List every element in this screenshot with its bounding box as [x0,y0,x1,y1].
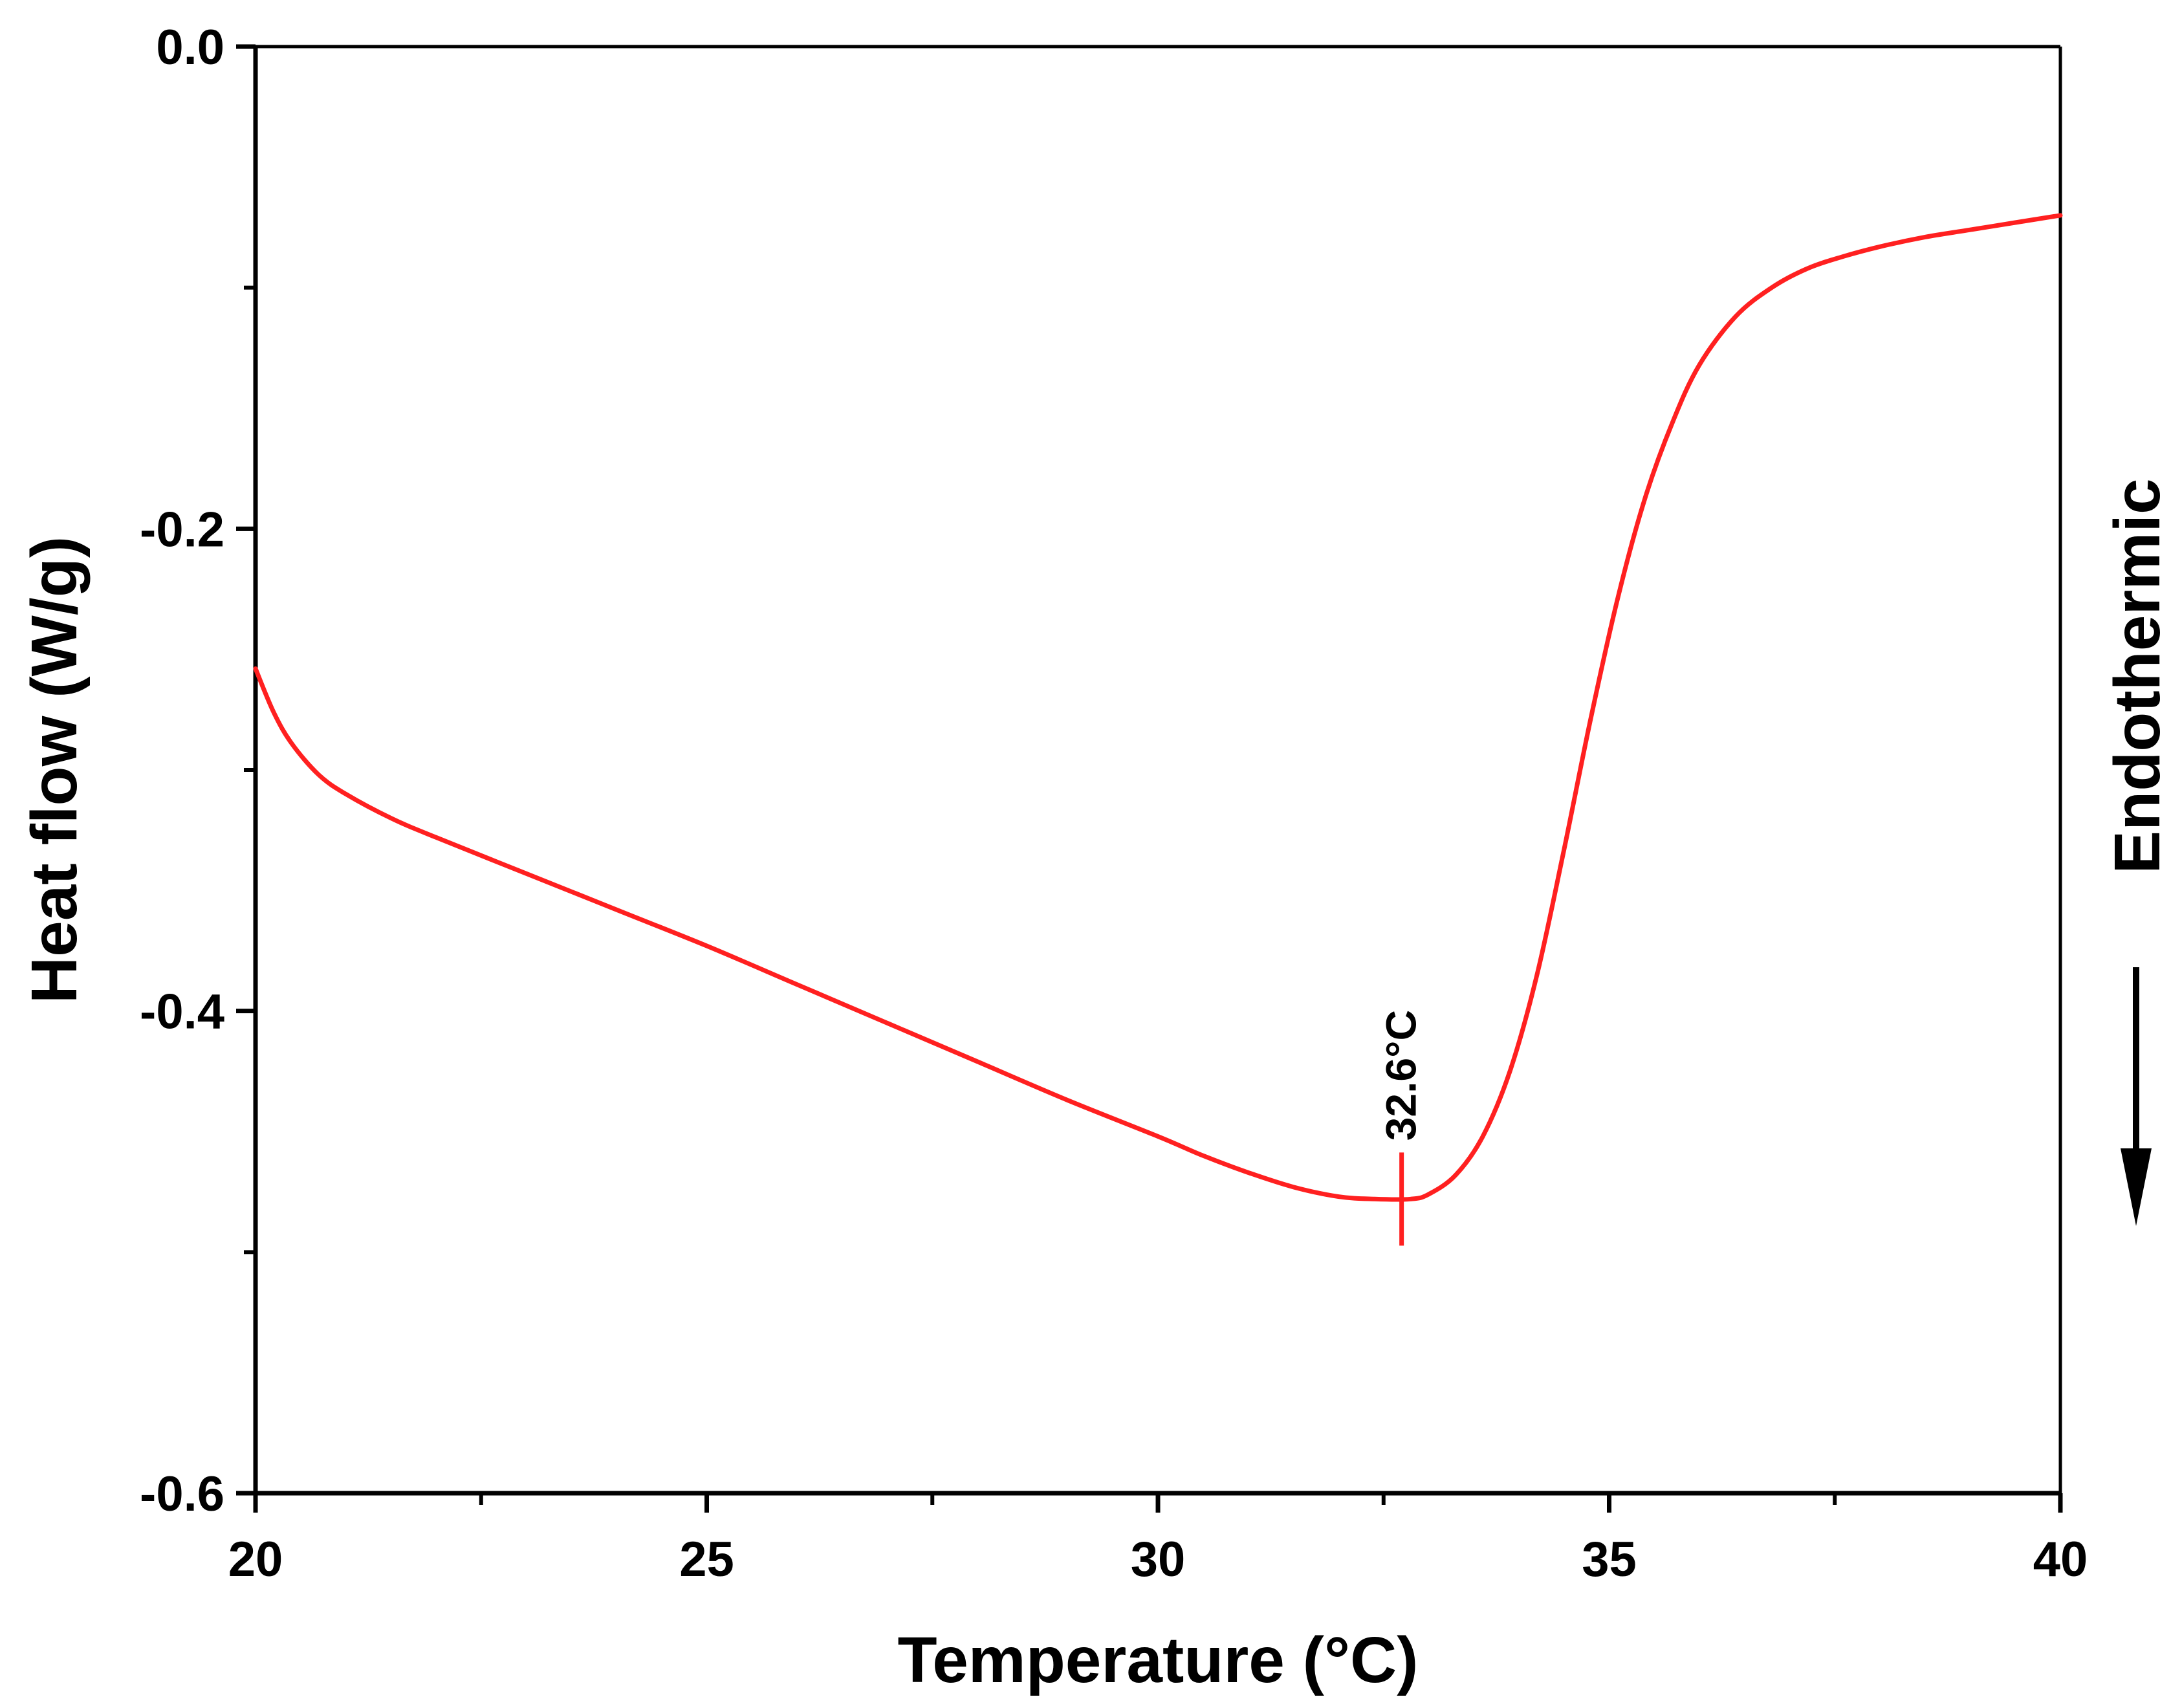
x-axis-title: Temperature (°C) [898,1624,1419,1696]
endothermic-arrowhead [2121,1148,2152,1226]
x-tick-label: 35 [1582,1532,1637,1587]
x-tick-label: 20 [228,1532,283,1587]
endothermic-label: Endothermic [2101,478,2171,873]
annotations: 32.6°C Endothermic [1377,478,2171,1246]
y-tick-label: -0.6 [140,1467,224,1522]
y-axis-title: Heat flow (W/g) [18,536,91,1003]
axis-titles: Temperature (°C) Heat flow (W/g) [18,536,1418,1696]
series [253,213,2063,1202]
axes [253,45,2062,1496]
y-tick-label: -0.2 [140,502,224,557]
tick-labels: 20 25 30 35 40 -0.6 -0.4 -0.2 0.0 [140,20,2088,1587]
y-tick-label: 0.0 [156,20,224,75]
x-tick-label: 30 [1131,1532,1186,1587]
peak-temperature-label: 32.6°C [1377,1010,1425,1141]
x-tick-label: 40 [2033,1532,2088,1587]
x-tick-label: 25 [679,1532,734,1587]
series-line-0 [253,213,2063,1202]
ticks [236,44,2063,1513]
y-tick-label: -0.4 [140,985,224,1040]
